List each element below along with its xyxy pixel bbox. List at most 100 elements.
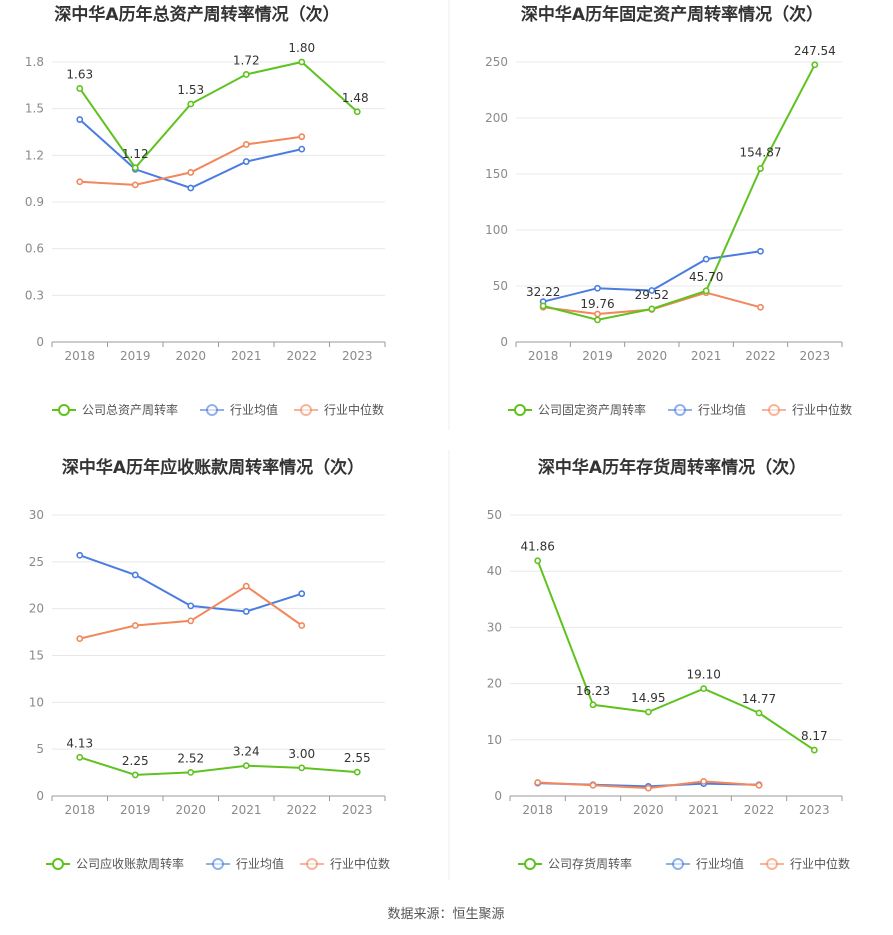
data-point-company [298,764,306,772]
data-point-company [811,61,819,69]
data-label: 14.77 [742,692,776,706]
legend-item-avg: 行业均值 [666,856,744,871]
legend-item-median: 行业中位数 [300,856,390,871]
data-label: 29.52 [635,288,669,302]
data-point-avg [648,287,656,294]
x-tick-label: 2020 [637,349,668,363]
data-point-median [131,622,139,629]
data-point-company [757,165,764,172]
data-point-company [648,305,656,313]
x-tick-label: 2018 [522,803,553,817]
legend-marker [514,404,526,416]
legend-item-avg: 行业均值 [200,402,278,417]
legend-marker [768,404,780,416]
legend-item-median: 行业中位数 [294,402,384,417]
y-tick-label: 100 [485,223,508,237]
x-tick-label: 2020 [175,803,206,817]
series-line-company [79,756,358,776]
data-label: 1.63 [66,67,93,81]
source-label: 数据来源：恒生聚源 [387,907,504,922]
data-point-company [242,71,250,78]
legend-marker [672,858,684,870]
legend-item-company: 公司总资产周转率 [52,402,178,417]
data-label: 16.23 [576,684,610,698]
legend-label: 行业中位数 [790,856,850,871]
data-label: 1.12 [122,147,149,161]
data-label: 4.13 [66,736,93,750]
data-label: 32.22 [526,285,560,299]
data-label: 14.95 [631,691,665,705]
y-tick-label: 50 [487,508,502,522]
legend-label: 行业中位数 [324,402,384,417]
y-tick-label: 30 [487,620,502,634]
legend-item-company: 公司存货周转率 [518,856,632,871]
x-tick-label: 2023 [799,803,830,817]
legend-label: 公司固定资产周转率 [538,402,646,417]
data-label: 2.52 [177,751,204,765]
y-tick-label: 0 [36,335,44,349]
series-line-median [79,584,303,640]
legend-marker [52,858,64,870]
legend-label: 行业均值 [698,402,746,417]
data-label: 1.48 [342,91,369,105]
legend-marker [58,404,70,416]
data-point-company [534,557,542,565]
data-label: 3.24 [233,745,260,759]
legend-item-avg: 行业均值 [668,402,746,417]
y-tick-label: 5 [36,742,44,756]
data-point-median [76,635,84,643]
data-label: 1.53 [177,83,204,97]
x-tick-label: 2022 [745,349,776,363]
data-point-company [810,746,818,754]
data-point-median [242,141,250,148]
data-label: 19.76 [580,297,614,311]
x-tick-label: 2020 [175,349,206,363]
legend-item-company: 公司应收账款周转率 [46,856,184,871]
data-point-company [702,287,710,295]
x-tick-label: 2021 [231,803,262,817]
y-tick-label: 10 [487,733,502,747]
legend-label: 行业均值 [236,856,284,871]
chart-title: 深中华A历年总资产周转率情况（次） [54,4,339,25]
data-label: 41.86 [520,540,554,554]
x-tick-label: 2019 [120,349,151,363]
x-tick-label: 2022 [744,803,775,817]
x-tick-label: 2021 [231,349,262,363]
data-point-median [242,582,250,590]
legend-item-median: 行业中位数 [760,856,850,871]
y-tick-label: 0.6 [25,242,44,256]
y-tick-label: 200 [485,111,508,125]
data-point-company [644,708,652,716]
data-label: 1.72 [233,53,260,67]
chart-panel-3: 深中华A历年应收账款周转率情况（次） 0 5 10 15 20 25 30 2018 2019 20… [29,457,390,871]
data-label: 8.17 [801,729,828,743]
y-tick-label: 1.5 [25,102,44,116]
data-point-median [187,169,195,176]
x-tick-label: 2018 [64,803,95,817]
data-point-median [187,617,195,625]
legend-marker [674,404,686,416]
y-tick-label: 15 [29,649,44,663]
data-label: 154.87 [740,146,782,160]
y-tick-label: 0 [494,789,502,803]
data-point-company [589,701,597,709]
legend-marker [212,858,224,870]
x-tick-label: 2023 [342,349,373,363]
chart-panel-2: 深中华A历年固定资产周转率情况（次） 0 50 100 150 200 250 2018 201… [485,4,852,417]
data-point-median [298,133,306,141]
x-tick-label: 2020 [633,803,664,817]
data-point-median [644,784,652,792]
x-tick-label: 2021 [688,803,719,817]
data-point-median [534,779,542,786]
legend-label: 公司存货周转率 [548,856,632,871]
series-line-avg [79,118,303,190]
data-point-company [187,768,195,776]
data-point-company [131,771,139,779]
x-tick-label: 2019 [578,803,609,817]
y-tick-label: 250 [485,55,508,69]
data-point-median [298,622,306,629]
legend-marker [300,404,312,416]
x-tick-label: 2018 [64,349,95,363]
chart-title: 深中华A历年应收账款周转率情况（次） [62,457,364,478]
